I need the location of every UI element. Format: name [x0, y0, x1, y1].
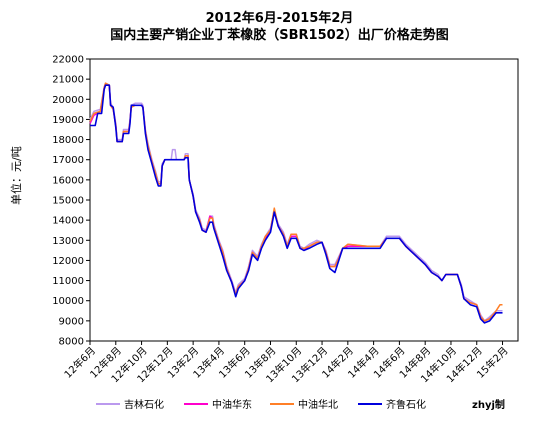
legend-label: 吉林石化 — [124, 398, 164, 411]
y-tick-label: 9000 — [59, 316, 84, 327]
y-tick-label: 8000 — [59, 337, 84, 348]
y-tick-label: 18000 — [52, 135, 84, 146]
legend: 吉林石化 中油华东 中油华北 齐鲁石化 — [96, 398, 426, 411]
chart-title-line2: 国内主要产销企业丁苯橡胶（SBR1502）出厂价格走势图 — [110, 28, 449, 43]
y-tick-label: 21000 — [52, 75, 84, 86]
series-line — [89, 82, 503, 322]
y-tick-label: 15000 — [52, 196, 84, 207]
y-tick-label: 11000 — [52, 276, 84, 287]
y-tick-label: 10000 — [52, 296, 84, 307]
y-tick-label: 13000 — [52, 236, 84, 247]
y-tick-label: 12000 — [52, 256, 84, 267]
y-tick-label: 14000 — [52, 216, 84, 227]
watermark-text: zhyj制 — [472, 398, 505, 411]
y-tick-label: 19000 — [52, 115, 84, 126]
y-tick-label: 16000 — [52, 175, 84, 186]
chart-title-line1: 2012年6月-2015年2月 — [205, 11, 354, 26]
legend-label: 中油华东 — [212, 398, 252, 411]
series-line — [89, 84, 503, 322]
y-tick-label: 22000 — [52, 55, 84, 66]
legend-label: 齐鲁石化 — [386, 398, 426, 411]
series-lines — [89, 82, 503, 324]
y-tick-label: 20000 — [52, 95, 84, 106]
series-line — [89, 82, 503, 322]
x-axis-ticks: 12年6月12年8月12年10月12年12月13年2月13年4月13年6月13年… — [61, 341, 511, 385]
series-line — [90, 84, 503, 324]
chart-axes — [89, 58, 519, 342]
y-tick-label: 17000 — [52, 155, 84, 166]
y-axis-ticks: 8000 9000 10000 11000 12000 13000 14000 15000 16… — [52, 55, 90, 348]
plot-area-frame — [89, 58, 519, 342]
legend-label: 中油华北 — [298, 398, 338, 411]
